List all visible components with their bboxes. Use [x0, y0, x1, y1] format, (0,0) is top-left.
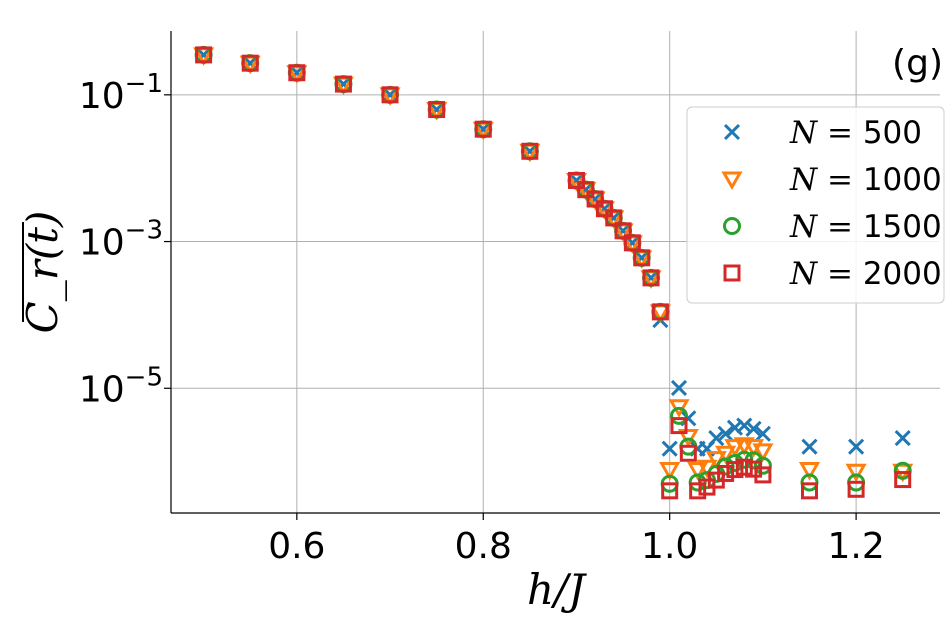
series-2000 [195, 46, 912, 500]
data-point-stroke-b [670, 379, 688, 397]
data-point [708, 429, 725, 447]
data-point [241, 54, 259, 72]
data-point [845, 463, 867, 483]
data-point [798, 462, 821, 481]
data-point [754, 466, 772, 484]
data-point [670, 406, 689, 425]
data-point [715, 445, 737, 465]
data-point [801, 482, 819, 500]
data-point [614, 222, 632, 240]
data-point [381, 86, 399, 104]
data-point [736, 417, 753, 434]
data-point-stroke-b [848, 438, 865, 455]
legend-box [686, 106, 945, 304]
legend-label: N = 500 [789, 115, 922, 151]
legend-marker [723, 217, 741, 235]
data-point [334, 75, 352, 93]
panel-label: (g) [892, 43, 943, 84]
data-point [577, 181, 595, 199]
data-point [659, 462, 681, 481]
data-point-stroke-b [717, 425, 734, 442]
data-point [735, 458, 753, 476]
y-tick-label: 10−5 [79, 362, 163, 410]
data-point-stroke-b [708, 429, 725, 447]
data-point [689, 482, 707, 500]
legend: N = 500 N = 1000 N = 1500 N = 2000 [686, 106, 945, 304]
axes [170, 31, 940, 514]
data-point [288, 64, 306, 82]
data-point [595, 200, 613, 218]
legend-marker-stroke-b [723, 123, 741, 141]
data-point [195, 46, 213, 64]
data-point [894, 429, 911, 447]
data-point [668, 399, 690, 418]
data-points [193, 45, 914, 500]
data-point [754, 425, 771, 442]
legend-label: N = 1000 [789, 162, 942, 198]
data-point [677, 429, 699, 448]
data-point-stroke-b [894, 429, 911, 447]
legend-label: N = 1500 [789, 209, 942, 245]
legend-marker [723, 264, 741, 282]
data-point [893, 461, 912, 480]
data-point-stroke-b [801, 438, 818, 455]
y-tick-label: 10−1 [79, 69, 163, 117]
y-axis-ticks: 10−1 10−3 10−5 [79, 69, 171, 410]
data-point [670, 417, 688, 435]
legend-marker [721, 171, 743, 191]
data-point [428, 101, 446, 119]
data-point [586, 190, 604, 208]
data-point [753, 456, 772, 475]
data-point-stroke-b [745, 420, 762, 437]
legend-marker [723, 123, 741, 141]
data-point [752, 443, 774, 462]
data-point [717, 464, 735, 482]
data-point-stroke-b [754, 425, 771, 442]
data-point [848, 438, 865, 455]
x-tick-label: 1.0 [641, 526, 698, 567]
data-point [623, 234, 641, 252]
x-tick-label: 0.6 [268, 526, 325, 567]
data-point [679, 444, 697, 462]
data-point [661, 482, 679, 500]
data-point [521, 142, 539, 160]
data-point [661, 440, 678, 457]
y-axis-label-text: C_r(t) [18, 211, 67, 334]
data-point-stroke-b [661, 440, 678, 457]
data-point [801, 438, 818, 455]
data-point [726, 461, 744, 479]
legend-label: N = 2000 [789, 256, 942, 292]
y-axis-label: C_r(t) [18, 211, 67, 334]
y-tick-label: 10−3 [79, 216, 163, 264]
data-point [717, 425, 734, 442]
data-point [605, 209, 623, 227]
data-point [687, 462, 709, 481]
data-point-stroke-b [736, 417, 753, 434]
data-point [474, 120, 492, 138]
data-point [670, 379, 688, 397]
data-point [847, 480, 865, 498]
data-point [642, 269, 660, 287]
data-point [724, 439, 746, 458]
x-tick-label: 0.8 [455, 526, 512, 567]
data-point [567, 171, 585, 189]
data-point [651, 303, 669, 321]
x-axis-ticks: 0.6 0.8 1.0 1.2 [268, 513, 885, 567]
x-axis-label: h/J [527, 565, 587, 614]
data-point [894, 471, 912, 489]
data-point [633, 249, 651, 267]
data-point [745, 420, 762, 437]
x-tick-label: 1.2 [827, 526, 884, 567]
